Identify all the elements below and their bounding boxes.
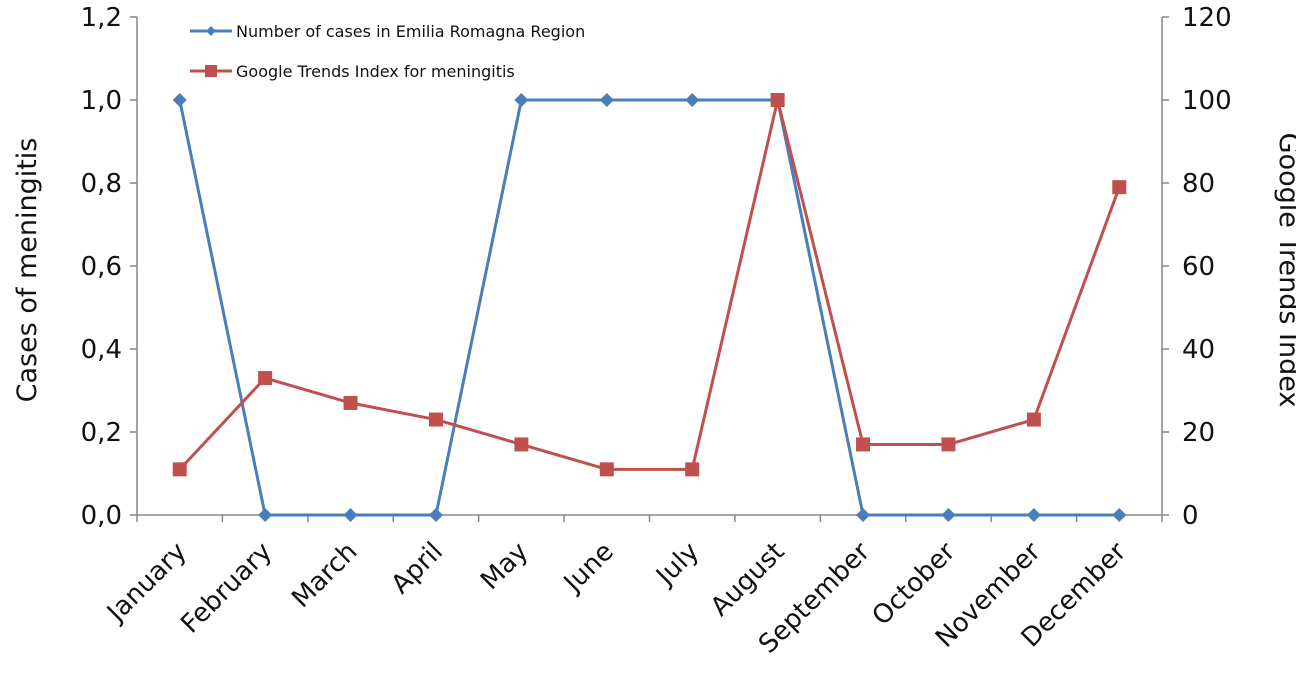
legend-label: Google Trends Index for meningitis <box>236 62 515 81</box>
legend-label: Number of cases in Emilia Romagna Region <box>236 22 585 41</box>
data-point <box>428 412 443 427</box>
data-point <box>770 93 785 107</box>
series-2 <box>172 93 1127 477</box>
right-tick-label: 100 <box>1182 86 1232 116</box>
legend-item: Google Trends Index for meningitis <box>190 62 515 81</box>
category-label: August <box>705 537 791 623</box>
legend-marker <box>205 65 217 77</box>
right-tick-label: 120 <box>1182 3 1232 33</box>
data-point <box>1112 508 1127 522</box>
right-tick-label: 0 <box>1182 501 1199 531</box>
category-label: February <box>175 537 278 640</box>
right-tick-label: 60 <box>1182 252 1215 282</box>
legend-item: Number of cases in Emilia Romagna Region <box>190 22 585 41</box>
right-tick-label: 40 <box>1182 335 1215 365</box>
data-point <box>1026 508 1041 522</box>
data-point <box>941 508 956 522</box>
legend: Number of cases in Emilia Romagna Region… <box>190 22 585 81</box>
left-axis-ticks: 0,0 0,2 0,4 0,6 0,8 1,0 1,2 <box>81 3 137 531</box>
data-point <box>343 508 358 522</box>
category-label: May <box>475 537 534 596</box>
data-point <box>258 508 273 522</box>
series-layer <box>172 93 1127 522</box>
series-line <box>178 98 1121 471</box>
left-tick-label: 0,6 <box>81 252 122 282</box>
data-point <box>172 462 187 477</box>
data-point <box>1112 180 1127 195</box>
data-point <box>514 437 529 452</box>
data-point <box>599 462 614 477</box>
category-label: April <box>386 537 449 600</box>
data-point <box>343 395 358 410</box>
data-point <box>941 437 956 452</box>
right-axis-ticks: 0 20 40 60 80 100 120 <box>1162 3 1232 531</box>
data-point <box>685 93 700 107</box>
data-point <box>172 93 187 107</box>
data-point <box>685 462 700 477</box>
chart-axes <box>136 17 1163 522</box>
data-point <box>599 93 614 107</box>
left-tick-label: 1,0 <box>81 86 122 116</box>
left-tick-label: 0,0 <box>81 501 122 531</box>
data-point <box>258 371 273 386</box>
right-tick-label: 80 <box>1182 169 1215 199</box>
data-point <box>1026 412 1041 427</box>
data-point <box>856 437 871 452</box>
left-tick-label: 1,2 <box>81 3 122 33</box>
left-tick-label: 0,2 <box>81 418 122 448</box>
left-axis-title: Cases of meningitis <box>12 138 43 403</box>
left-tick-label: 0,8 <box>81 169 122 199</box>
data-point <box>428 508 443 522</box>
legend-marker <box>206 26 216 36</box>
right-axis-title: Google Trends Index <box>1273 133 1296 408</box>
category-label: June <box>557 537 620 600</box>
series-line <box>178 98 1120 517</box>
left-tick-label: 0,4 <box>81 335 122 365</box>
series-1 <box>172 93 1127 522</box>
data-point <box>514 93 529 107</box>
category-label: July <box>649 537 705 593</box>
category-label: March <box>286 537 363 614</box>
data-point <box>856 508 871 522</box>
right-tick-label: 20 <box>1182 418 1215 448</box>
